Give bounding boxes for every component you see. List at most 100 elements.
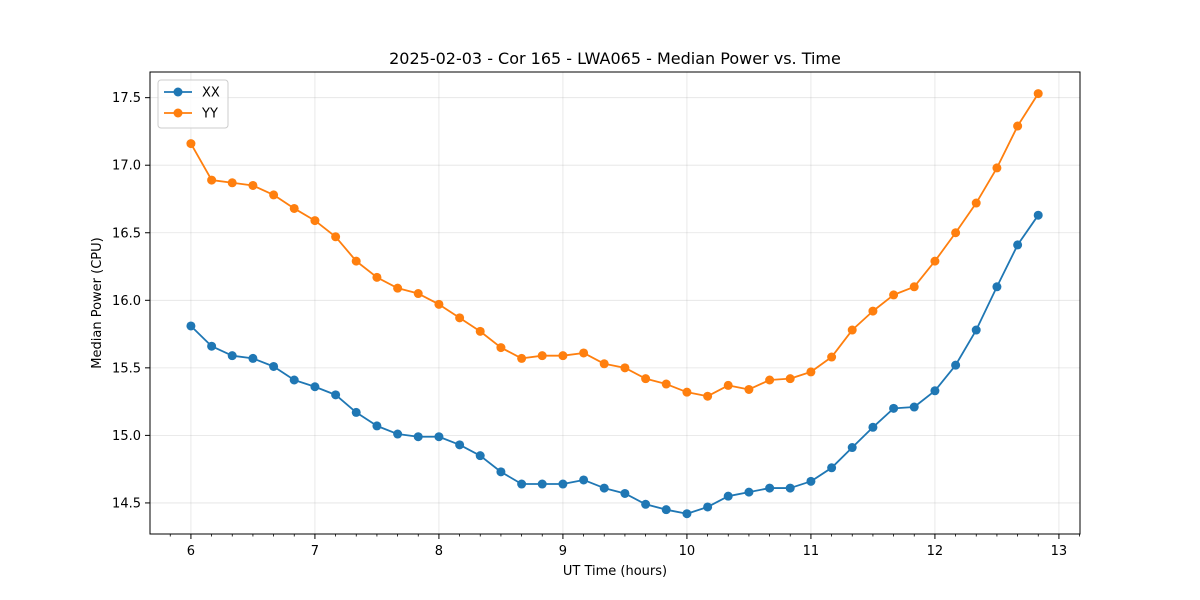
data-point-xx [847, 443, 857, 453]
data-point-xx [186, 321, 196, 331]
data-point-xx [744, 487, 754, 497]
data-point-xx [310, 382, 320, 392]
data-point-xx [475, 451, 485, 461]
y-tick-label: 15.0 [112, 429, 141, 444]
data-point-yy [413, 289, 423, 299]
data-point-yy [1013, 121, 1023, 131]
data-point-xx [827, 463, 837, 473]
legend-marker-xx [173, 87, 183, 97]
data-point-yy [393, 283, 403, 293]
y-tick-label: 15.5 [112, 361, 141, 376]
data-point-yy [248, 180, 258, 190]
data-point-xx [289, 375, 299, 385]
data-point-xx [641, 499, 651, 509]
data-point-xx [682, 509, 692, 519]
x-tick-label: 9 [559, 544, 567, 559]
data-point-xx [930, 386, 940, 396]
data-point-yy [827, 352, 837, 362]
data-point-yy [227, 178, 237, 188]
axes: 6 7 8 9 10 11 12 13 14.5 15.0 15.5 16.0 16.5 17.0 17.5 [112, 91, 1080, 559]
data-point-yy [785, 374, 795, 384]
data-point-yy [207, 175, 217, 185]
data-point-yy [682, 387, 692, 397]
x-tick-label: 7 [311, 544, 319, 559]
data-point-xx [868, 422, 878, 432]
legend-label-yy: YY [201, 107, 218, 122]
data-point-xx [599, 483, 609, 493]
data-point-yy [889, 290, 899, 300]
data-point-yy [765, 375, 775, 385]
data-point-yy [579, 348, 589, 358]
plot-frame [149, 71, 1081, 535]
data-point-xx [351, 407, 361, 417]
data-point-xx [393, 429, 403, 439]
data-point-yy [434, 299, 444, 309]
x-tick-label: 13 [1051, 544, 1068, 559]
data-point-xx [951, 360, 961, 370]
data-point-xx [1033, 210, 1043, 220]
data-point-xx [971, 325, 981, 335]
data-point-xx [889, 403, 899, 413]
data-point-xx [661, 505, 671, 515]
data-point-yy [475, 326, 485, 336]
y-tick-label: 17.0 [112, 159, 141, 174]
data-point-xx [537, 479, 547, 489]
x-tick-label: 12 [927, 544, 944, 559]
data-point-yy [868, 306, 878, 316]
data-point-yy [517, 353, 527, 363]
legend: XX YY [157, 79, 229, 129]
data-point-yy [186, 139, 196, 149]
data-point-yy [537, 351, 547, 361]
x-tick-label: 8 [435, 544, 443, 559]
series-layer [186, 89, 1043, 519]
data-point-yy [620, 363, 630, 373]
data-point-xx [723, 491, 733, 501]
data-point-xx [496, 467, 506, 477]
data-point-xx [455, 440, 465, 450]
data-point-xx [992, 282, 1002, 292]
data-point-yy [372, 272, 382, 282]
data-point-yy [847, 325, 857, 335]
data-point-xx [207, 341, 217, 351]
data-point-yy [909, 282, 919, 292]
legend-marker-yy [173, 108, 183, 118]
x-axis-label: UT Time (hours) [563, 564, 667, 579]
data-point-xx [517, 479, 527, 489]
data-point-xx [703, 502, 713, 512]
data-point-xx [579, 475, 589, 485]
x-tick-label: 10 [679, 544, 696, 559]
x-tick-label: 11 [803, 544, 820, 559]
data-point-yy [971, 198, 981, 208]
x-tick-label: 6 [187, 544, 195, 559]
y-tick-label: 16.0 [112, 294, 141, 309]
grid [150, 72, 1080, 534]
y-axis-label: Median Power (CPU) [90, 237, 105, 368]
data-point-xx [434, 432, 444, 442]
data-point-yy [930, 256, 940, 266]
data-point-xx [558, 479, 568, 489]
data-point-xx [269, 361, 279, 371]
data-point-yy [744, 384, 754, 394]
data-point-xx [413, 432, 423, 442]
data-point-xx [806, 476, 816, 486]
y-tick-label: 17.5 [112, 91, 141, 106]
data-point-yy [599, 359, 609, 369]
data-point-xx [909, 402, 919, 412]
data-point-yy [661, 379, 671, 389]
data-point-yy [951, 228, 961, 238]
data-point-xx [765, 483, 775, 493]
data-point-yy [351, 256, 361, 266]
data-point-yy [806, 367, 816, 377]
y-tick-label: 14.5 [112, 496, 141, 511]
data-point-yy [723, 380, 733, 390]
data-point-xx [1013, 240, 1023, 250]
data-point-yy [558, 351, 568, 361]
legend-label-xx: XX [202, 86, 220, 101]
data-point-yy [992, 163, 1002, 173]
data-point-xx [331, 390, 341, 400]
data-point-xx [227, 351, 237, 361]
data-point-xx [785, 483, 795, 493]
data-point-yy [1033, 89, 1043, 99]
data-point-yy [641, 374, 651, 384]
data-point-yy [455, 313, 465, 323]
